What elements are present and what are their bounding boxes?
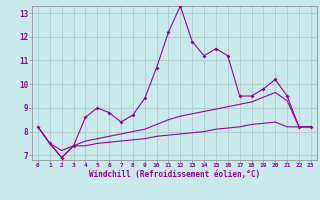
X-axis label: Windchill (Refroidissement éolien,°C): Windchill (Refroidissement éolien,°C) bbox=[89, 170, 260, 179]
